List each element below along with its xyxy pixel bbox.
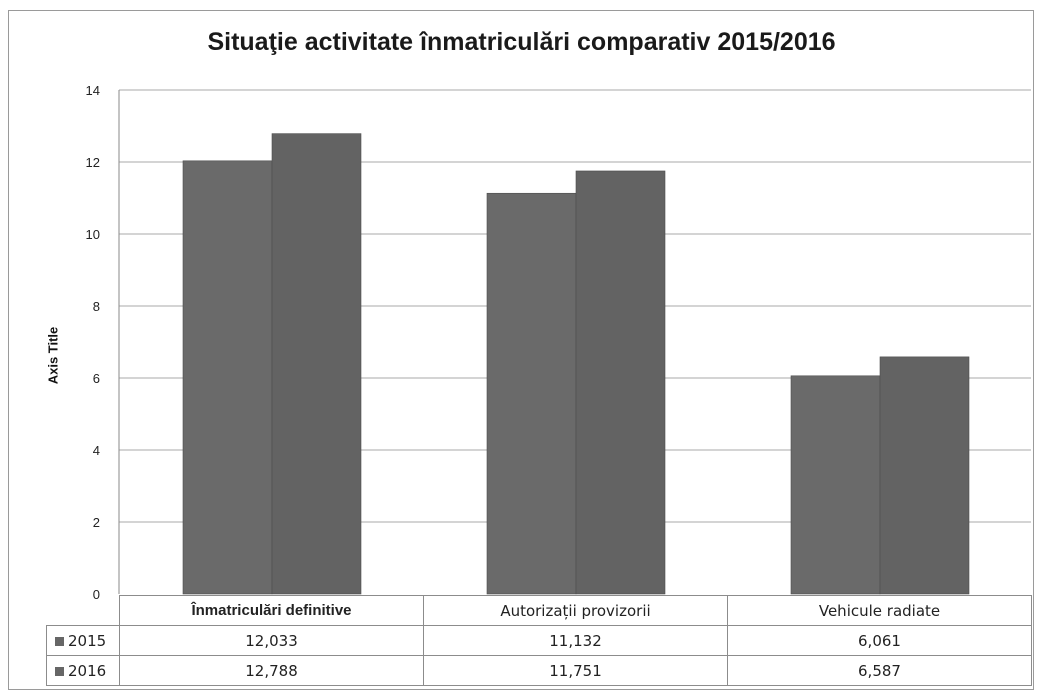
y-tick-label: 12 <box>86 155 100 170</box>
legend-swatch <box>55 636 64 646</box>
table-cell: 12,033 <box>119 625 424 656</box>
table-corner <box>46 595 120 626</box>
table-row: 2015 12,033 11,132 6,061 <box>46 625 1032 656</box>
y-tick-label: 6 <box>93 371 100 386</box>
bar-2016 <box>879 356 970 595</box>
table-cell: 12,788 <box>119 655 424 686</box>
y-tick-label: 0 <box>93 587 100 602</box>
y-tick-label: 4 <box>93 443 100 458</box>
table-header-row: Înmatriculări definitive Autorizații pro… <box>46 595 1032 626</box>
bar-2015 <box>790 375 881 595</box>
bar-2016 <box>575 170 666 595</box>
bar-2015 <box>486 192 577 595</box>
y-tick-label: 14 <box>86 83 100 98</box>
legend-label: 2016 <box>68 661 107 680</box>
chart-title: Situaţie activitate înmatriculări compar… <box>207 28 836 56</box>
legend-label: 2015 <box>68 631 107 650</box>
table-cell: 11,132 <box>423 625 728 656</box>
legend-key-2016: 2016 <box>46 655 120 686</box>
table-cell: 6,587 <box>727 655 1032 686</box>
table-category-header: Înmatriculări definitive <box>119 595 424 626</box>
table-cell: 11,751 <box>423 655 728 686</box>
table-category-header: Vehicule radiate <box>727 595 1032 626</box>
legend-swatch <box>55 666 64 676</box>
bar-2015 <box>182 160 273 595</box>
bar-2016 <box>271 133 362 595</box>
y-tick-label: 10 <box>86 227 100 242</box>
table-row: 2016 12,788 11,751 6,587 <box>46 655 1032 686</box>
y-tick-label: 8 <box>93 299 100 314</box>
y-tick-label: 2 <box>93 515 100 530</box>
legend-key-2015: 2015 <box>46 625 120 656</box>
table-cell: 6,061 <box>727 625 1032 656</box>
data-table: Înmatriculări definitive Autorizații pro… <box>46 595 1032 686</box>
table-category-header: Autorizații provizorii <box>423 595 728 626</box>
